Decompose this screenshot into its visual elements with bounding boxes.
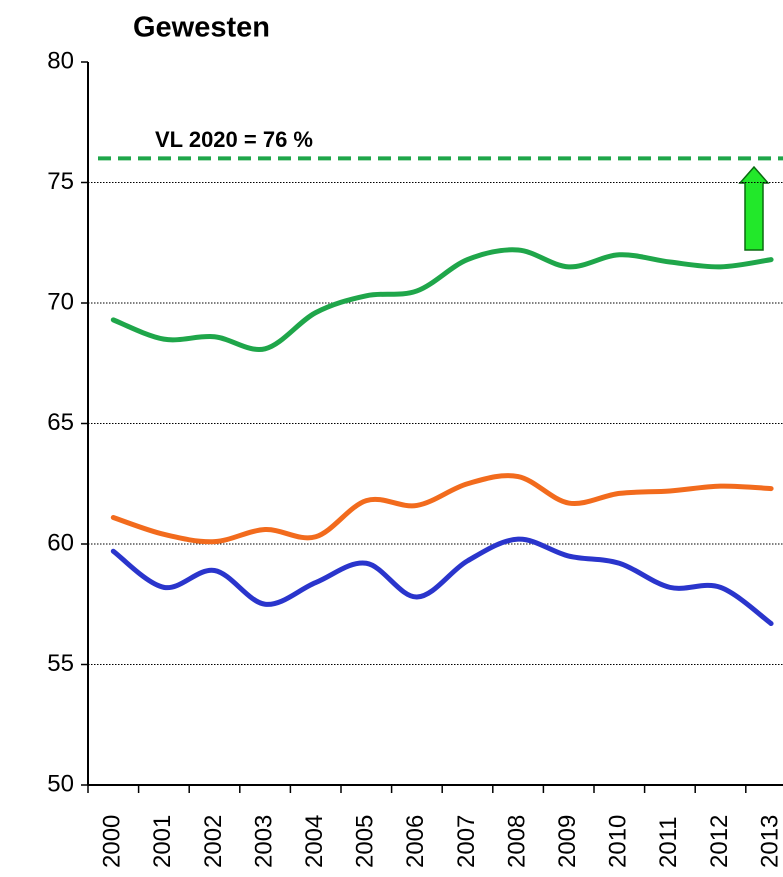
target-label: VL 2020 = 76 % bbox=[155, 127, 313, 152]
x-tick-label: 2011 bbox=[655, 816, 682, 868]
y-tick-label: 50 bbox=[47, 770, 74, 797]
series-line bbox=[110, 247, 774, 352]
x-tick-label: 2007 bbox=[453, 815, 480, 868]
x-tick-label: 2013 bbox=[756, 815, 783, 868]
x-tick-label: 2006 bbox=[402, 815, 429, 868]
x-tick-label: 2001 bbox=[149, 815, 176, 868]
x-tick-label: 2009 bbox=[554, 815, 581, 868]
x-tick-label: 2002 bbox=[200, 815, 227, 868]
y-tick-label: 80 bbox=[47, 47, 74, 74]
x-tick-label: 2003 bbox=[250, 815, 277, 868]
y-tick-label: 70 bbox=[47, 288, 74, 315]
x-tick-label: 2012 bbox=[706, 815, 733, 868]
series-line bbox=[110, 473, 774, 545]
y-tick-label: 60 bbox=[47, 529, 74, 556]
x-tick-label: 2000 bbox=[99, 815, 126, 868]
chart-title: Gewesten bbox=[133, 12, 270, 44]
y-tick-label: 75 bbox=[47, 168, 74, 195]
y-tick-label: 55 bbox=[47, 650, 74, 677]
y-tick-label: 65 bbox=[47, 409, 74, 436]
x-tick-label: 2008 bbox=[503, 815, 530, 868]
x-tick-label: 2004 bbox=[301, 815, 328, 868]
x-tick-label: 2005 bbox=[352, 815, 379, 868]
x-tick-label: 2010 bbox=[605, 815, 632, 868]
up-arrow bbox=[738, 165, 770, 251]
series-line bbox=[110, 536, 774, 627]
